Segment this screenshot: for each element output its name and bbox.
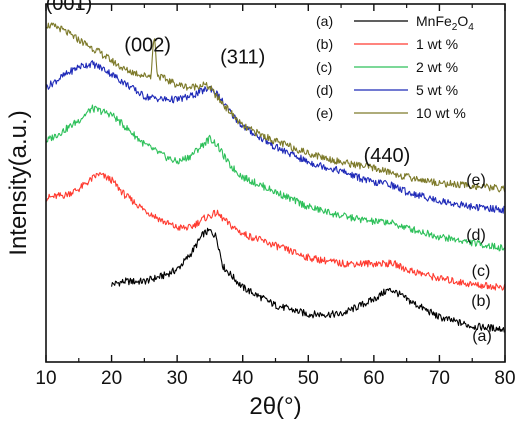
x-tick-label: 80: [494, 368, 515, 389]
curve-tag-e: (e): [466, 172, 486, 189]
legend-label-b: 1 wt %: [416, 36, 458, 52]
x-tick-label: 70: [429, 368, 450, 389]
legend: (a) MnFe2O4 (b) 1 wt % (c) 2 wt % (d) 5 wt % (e)…: [316, 13, 474, 121]
x-axis-title: 2θ(°): [249, 393, 301, 420]
legend-tag-c: (c): [316, 59, 332, 75]
x-tick-label: 10: [35, 368, 56, 389]
series-layer: [45, 22, 506, 333]
series-line-d: [45, 60, 505, 214]
curve-tag-d: (d): [466, 227, 486, 244]
legend-label-d: 5 wt %: [416, 82, 458, 98]
x-tick-label: 40: [232, 368, 253, 389]
x-tick-label: 20: [101, 368, 122, 389]
curve-tags: (a) (b) (c) (d) (e): [466, 172, 492, 345]
y-axis-title: Intensity(a.u.): [5, 110, 32, 255]
legend-label-c: 2 wt %: [416, 59, 458, 75]
curve-tag-a: (a): [472, 328, 492, 345]
peak-label: (440): [364, 145, 411, 167]
legend-tag-a: (a): [316, 13, 333, 29]
peak-annotations: (001) (002) (311) (440): [46, 0, 411, 167]
x-axis-title-prefix: 2θ: [249, 393, 276, 420]
series-line-a: [111, 227, 506, 333]
legend-tag-d: (d): [316, 82, 333, 98]
ticks-layer: 10 20 30 40 50 60 70 80: [35, 4, 516, 389]
x-tick-label: 50: [298, 368, 319, 389]
x-axis-title-unit: (°): [276, 393, 302, 420]
legend-tag-e: (e): [316, 105, 333, 121]
series-line-c: [45, 104, 506, 252]
series-line-b: [45, 172, 506, 291]
peak-label: (002): [124, 35, 171, 57]
legend-label-e: 10 wt %: [416, 105, 466, 121]
peak-label: (311): [220, 47, 265, 69]
curve-tag-b: (b): [471, 293, 491, 310]
curve-tag-c: (c): [472, 263, 491, 280]
legend-tag-b: (b): [316, 36, 333, 52]
x-tick-label: 30: [167, 368, 188, 389]
legend-label-a: MnFe2O4: [416, 13, 474, 33]
series-line-e: [45, 22, 506, 193]
x-tick-label: 60: [363, 368, 384, 389]
peak-label: (001): [46, 0, 93, 15]
